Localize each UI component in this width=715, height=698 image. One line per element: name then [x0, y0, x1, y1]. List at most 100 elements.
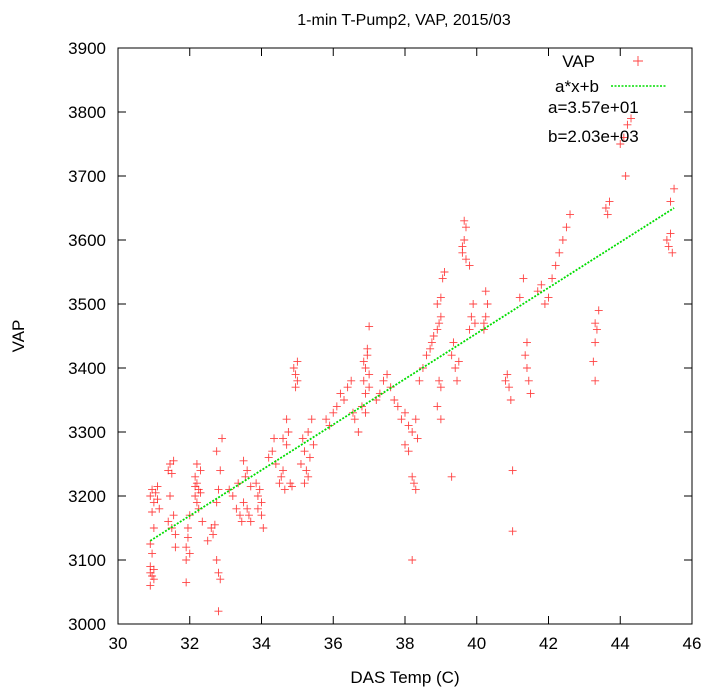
data-point-73 [255, 485, 264, 494]
data-point-103 [305, 453, 314, 462]
data-point-192 [508, 466, 517, 475]
y-axis-label: VAP [9, 320, 28, 353]
data-point-24 [171, 530, 180, 539]
data-point-96 [291, 383, 300, 392]
data-point-155 [433, 325, 442, 334]
data-point-45 [203, 536, 212, 545]
data-point-113 [340, 396, 349, 404]
data-point-69 [243, 466, 252, 475]
data-point-9 [151, 488, 160, 497]
data-point-143 [401, 440, 409, 449]
x-tick-label-8: 46 [683, 634, 702, 653]
data-point-44 [198, 517, 207, 526]
data-point-28 [183, 533, 192, 542]
x-tick-label-4: 38 [396, 634, 415, 653]
x-tick-label-6: 42 [539, 634, 558, 653]
data-point-49 [212, 556, 221, 564]
data-point-204 [544, 293, 553, 302]
data-point-128 [365, 322, 374, 331]
data-point-148 [408, 556, 417, 564]
data-point-56 [218, 434, 227, 443]
data-point-165 [436, 415, 445, 424]
data-point-142 [413, 434, 422, 443]
data-point-145 [408, 472, 417, 481]
data-point-206 [551, 261, 560, 270]
data-point-175 [458, 248, 467, 257]
legend-marker-vap [633, 56, 643, 66]
data-point-34 [191, 472, 200, 481]
data-point-126 [359, 357, 368, 366]
data-point-70 [246, 482, 255, 491]
data-point-87 [282, 440, 291, 449]
data-point-13 [153, 482, 162, 491]
data-point-52 [214, 485, 223, 494]
y-tick-labels: 3000 3100 3200 3300 3400 3500 3600 3700 3800 3900 [68, 39, 106, 634]
data-point-138 [401, 408, 409, 417]
data-point-15 [146, 540, 155, 548]
data-point-53 [212, 498, 221, 507]
data-point-26 [171, 543, 180, 552]
data-point-107 [309, 440, 318, 449]
data-point-41 [192, 460, 201, 468]
data-point-203 [540, 300, 549, 308]
data-point-25 [166, 492, 175, 500]
data-point-159 [436, 293, 445, 302]
data-point-31 [183, 524, 192, 532]
data-point-132 [379, 376, 388, 385]
data-point-46 [207, 524, 216, 532]
data-point-110 [329, 408, 338, 417]
data-point-12 [149, 524, 158, 532]
data-point-124 [361, 389, 370, 398]
data-point-215 [591, 376, 600, 385]
data-point-71 [239, 456, 248, 465]
data-point-97 [293, 357, 302, 366]
y-tick-label-5: 3500 [68, 295, 106, 314]
legend-label-fit: a*x+b [555, 77, 599, 96]
data-point-146 [411, 485, 420, 494]
data-point-230 [666, 197, 675, 206]
data-point-147 [409, 479, 418, 488]
data-point-79 [264, 453, 273, 462]
data-point-6 [146, 492, 155, 500]
data-point-221 [619, 133, 628, 142]
data-point-205 [548, 274, 557, 283]
data-point-140 [408, 428, 417, 436]
data-point-211 [591, 319, 600, 328]
data-point-78 [259, 524, 268, 532]
data-point-19 [167, 469, 176, 478]
y-tick-label-7: 3700 [68, 167, 106, 186]
data-point-47 [209, 530, 218, 539]
data-point-223 [627, 114, 636, 123]
data-point-156 [435, 319, 444, 328]
data-point-29 [185, 549, 194, 558]
data-point-174 [461, 223, 470, 232]
y-tick-label-4: 3400 [68, 359, 106, 378]
data-point-33 [182, 578, 191, 587]
annotation-b: b=2.03e+03 [548, 127, 639, 146]
data-point-120 [359, 376, 368, 385]
data-point-218 [605, 197, 614, 206]
data-point-178 [465, 325, 474, 334]
fit-line-group [149, 207, 675, 542]
scatter-points [146, 114, 679, 616]
y-tick-label-2: 3200 [68, 487, 106, 506]
x-tick-label-3: 36 [324, 634, 343, 653]
data-point-2 [148, 572, 157, 580]
data-point-30 [182, 556, 191, 564]
data-point-217 [601, 204, 610, 212]
data-point-115 [347, 376, 356, 385]
data-point-196 [521, 351, 530, 360]
data-point-209 [562, 223, 571, 232]
data-point-16 [148, 549, 157, 558]
data-point-228 [668, 248, 677, 257]
data-point-127 [363, 344, 372, 353]
x-tick-labels: 30 32 34 36 38 40 42 44 46 [109, 634, 702, 653]
data-point-102 [300, 479, 309, 488]
data-point-21 [164, 517, 173, 526]
data-point-101 [304, 472, 313, 481]
data-point-186 [481, 287, 490, 296]
data-point-225 [662, 236, 671, 244]
data-point-11 [148, 508, 157, 516]
data-point-144 [404, 447, 413, 456]
